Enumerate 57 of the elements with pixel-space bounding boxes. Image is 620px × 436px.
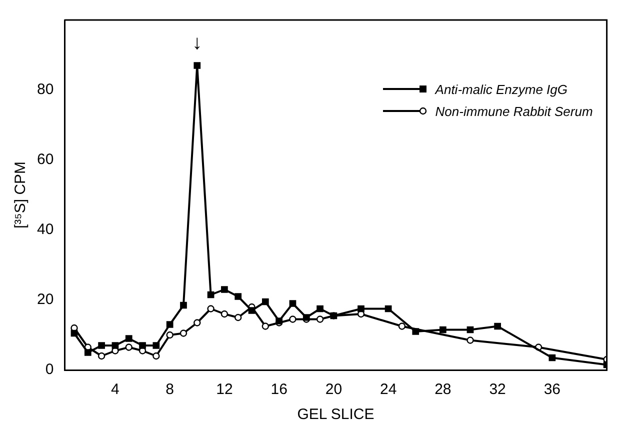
point	[262, 322, 270, 330]
point	[180, 302, 187, 309]
x-axis-title: GEL SLICE	[297, 406, 374, 424]
point	[139, 342, 146, 349]
point	[289, 316, 296, 323]
point	[194, 62, 201, 69]
point	[384, 305, 392, 312]
point	[125, 344, 132, 351]
x-tick-label: 28	[434, 381, 452, 398]
point	[248, 307, 256, 314]
legend-label: Non-immune Rabbit Serum	[435, 104, 593, 118]
x-tick-label: 12	[216, 381, 233, 398]
point	[220, 310, 228, 318]
point	[207, 291, 214, 298]
point	[125, 335, 132, 342]
point	[180, 330, 188, 337]
point	[166, 331, 174, 339]
point	[316, 316, 324, 323]
y-tick-label: 20	[36, 291, 54, 308]
y-tick-label: 40	[36, 221, 54, 238]
point	[152, 342, 160, 349]
point	[152, 352, 160, 360]
point	[234, 293, 242, 300]
point	[194, 319, 201, 326]
point	[70, 330, 78, 337]
y-tick-label: 80	[36, 81, 54, 98]
x-tick-label: 36	[544, 381, 561, 398]
x-tick-label: 32	[489, 381, 506, 398]
x-tick-label: 24	[380, 381, 397, 398]
point	[440, 326, 446, 334]
point	[494, 322, 501, 330]
point	[98, 352, 106, 360]
point	[207, 305, 214, 312]
point	[221, 286, 228, 293]
y-tick-label: 60	[36, 151, 54, 168]
point	[98, 342, 105, 349]
point	[412, 328, 420, 335]
x-tick-label: 16	[270, 381, 288, 398]
point	[466, 336, 474, 344]
y-axis-title: [³⁵S] CPM	[12, 161, 30, 229]
point	[316, 305, 324, 312]
legend-label: Anti-malic Enzyme IgG	[435, 82, 568, 96]
point	[84, 349, 92, 356]
point	[112, 342, 119, 349]
y-tick-label: 0	[45, 361, 54, 378]
point	[234, 314, 242, 322]
point	[466, 326, 474, 334]
point	[289, 300, 296, 307]
point	[548, 354, 556, 362]
x-tick-label: 8	[166, 381, 174, 398]
point	[262, 298, 269, 306]
x-tick-label: 4	[111, 381, 120, 398]
point	[358, 305, 364, 312]
x-tick-label: 20	[325, 381, 342, 398]
point	[166, 321, 174, 328]
point	[398, 322, 406, 330]
annotation: ↓	[191, 32, 204, 54]
